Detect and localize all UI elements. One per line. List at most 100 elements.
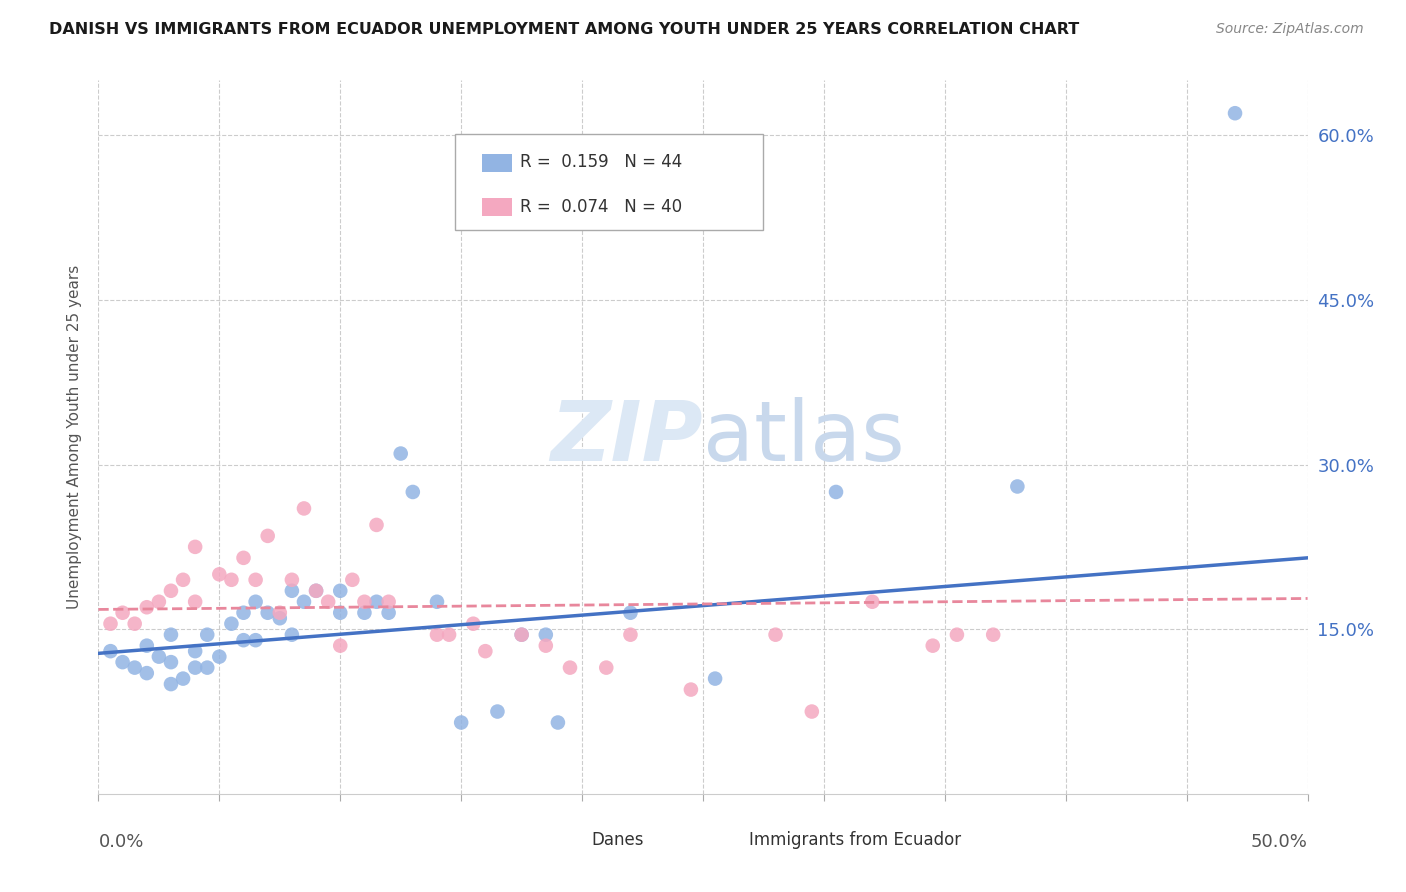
Point: [232, 550, 254, 565]
Point: [184, 540, 207, 554]
Point: [946, 628, 969, 642]
Point: [305, 583, 328, 598]
Point: [124, 616, 146, 631]
Point: [595, 660, 617, 674]
Point: [704, 672, 727, 686]
Bar: [558, 831, 585, 847]
Point: [221, 573, 243, 587]
Point: [195, 660, 218, 674]
Point: [160, 655, 183, 669]
Point: [486, 705, 509, 719]
Point: [281, 573, 304, 587]
Point: [558, 660, 581, 674]
Point: [208, 649, 231, 664]
Point: [329, 639, 352, 653]
Point: [366, 595, 388, 609]
Point: [232, 606, 254, 620]
Point: [305, 583, 328, 598]
Bar: [482, 153, 512, 171]
Point: [184, 660, 207, 674]
Point: [292, 595, 315, 609]
Point: [366, 517, 388, 532]
Text: Immigrants from Ecuador: Immigrants from Ecuador: [749, 830, 962, 848]
Point: [135, 639, 157, 653]
Point: [450, 715, 472, 730]
Bar: [482, 198, 512, 216]
Point: [426, 595, 449, 609]
Point: [135, 600, 157, 615]
Point: [269, 606, 291, 620]
Point: [534, 628, 557, 642]
Text: Source: ZipAtlas.com: Source: ZipAtlas.com: [1216, 22, 1364, 37]
Point: [921, 639, 943, 653]
Point: [184, 644, 207, 658]
Text: R =  0.159   N = 44: R = 0.159 N = 44: [520, 153, 683, 171]
Point: [292, 501, 315, 516]
Point: [281, 628, 304, 642]
Point: [221, 616, 243, 631]
Point: [148, 649, 170, 664]
Point: [426, 628, 449, 642]
Point: [245, 633, 267, 648]
Point: [160, 677, 183, 691]
Point: [160, 628, 183, 642]
Point: [316, 595, 339, 609]
Text: R =  0.074   N = 40: R = 0.074 N = 40: [520, 198, 682, 216]
FancyBboxPatch shape: [456, 134, 763, 230]
Point: [619, 606, 641, 620]
Point: [256, 606, 278, 620]
Point: [100, 616, 122, 631]
Point: [510, 628, 533, 642]
Text: Danes: Danes: [592, 830, 644, 848]
Point: [437, 628, 460, 642]
Point: [124, 660, 146, 674]
Point: [160, 583, 183, 598]
Y-axis label: Unemployment Among Youth under 25 years: Unemployment Among Youth under 25 years: [67, 265, 83, 609]
Point: [679, 682, 702, 697]
Point: [619, 628, 641, 642]
Point: [800, 705, 823, 719]
Point: [353, 606, 375, 620]
Point: [184, 595, 207, 609]
Point: [329, 583, 352, 598]
Point: [474, 644, 496, 658]
Point: [172, 573, 194, 587]
Text: 0.0%: 0.0%: [98, 833, 143, 851]
Text: atlas: atlas: [703, 397, 904, 477]
Point: [245, 595, 267, 609]
Point: [111, 606, 134, 620]
Point: [377, 606, 399, 620]
Point: [389, 446, 412, 460]
Point: [342, 573, 364, 587]
Point: [111, 655, 134, 669]
Point: [534, 639, 557, 653]
Point: [329, 606, 352, 620]
Point: [1007, 479, 1029, 493]
Point: [269, 611, 291, 625]
Text: ZIP: ZIP: [550, 397, 703, 477]
Point: [232, 633, 254, 648]
Point: [100, 644, 122, 658]
Point: [1223, 106, 1246, 120]
Point: [860, 595, 883, 609]
Point: [353, 595, 375, 609]
Bar: [716, 831, 742, 847]
Point: [195, 628, 218, 642]
Point: [135, 666, 157, 681]
Point: [208, 567, 231, 582]
Point: [377, 595, 399, 609]
Text: DANISH VS IMMIGRANTS FROM ECUADOR UNEMPLOYMENT AMONG YOUTH UNDER 25 YEARS CORREL: DANISH VS IMMIGRANTS FROM ECUADOR UNEMPL…: [49, 22, 1080, 37]
Text: 50.0%: 50.0%: [1251, 833, 1308, 851]
Point: [547, 715, 569, 730]
Point: [765, 628, 787, 642]
Point: [981, 628, 1004, 642]
Point: [510, 628, 533, 642]
Point: [245, 573, 267, 587]
Point: [172, 672, 194, 686]
Point: [256, 529, 278, 543]
Point: [148, 595, 170, 609]
Point: [281, 583, 304, 598]
Point: [463, 616, 485, 631]
Point: [825, 485, 848, 500]
Point: [402, 485, 425, 500]
